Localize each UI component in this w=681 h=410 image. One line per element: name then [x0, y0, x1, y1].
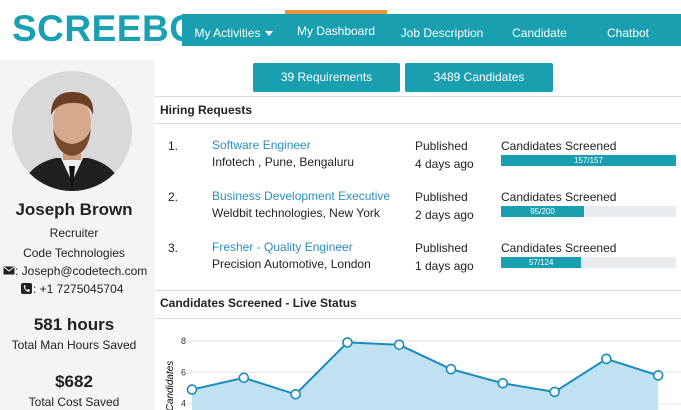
row-number: 3. — [168, 241, 179, 255]
job-age: 4 days ago — [415, 157, 474, 171]
y-tick-label: 6 — [181, 367, 186, 377]
nav-item[interactable]: My Activities — [182, 14, 285, 46]
progress-track: 57/124 — [501, 257, 676, 268]
profile-email: : Joseph@codetech.com — [15, 264, 148, 278]
job-age: 2 days ago — [415, 208, 474, 222]
progress-fill: 57/124 — [501, 257, 582, 268]
progress-track: 157/157 — [501, 155, 676, 166]
nav-item[interactable]: Job Description — [400, 26, 484, 40]
profile-phone: : +1 7275045704 — [33, 282, 124, 296]
stat-value: $682 — [55, 372, 93, 391]
point — [601, 353, 612, 365]
job-title[interactable]: Fresher - Quality Engineer — [212, 240, 353, 254]
row-number: 1. — [168, 139, 179, 153]
point — [238, 372, 250, 384]
logo[interactable]: SCREEBO — [12, 8, 199, 49]
divider — [155, 290, 681, 291]
job-title[interactable]: Business Development Executive — [212, 189, 391, 203]
metric-label: Candidates Screened — [501, 190, 617, 204]
point — [342, 337, 353, 348]
job-company: Weldbit technologies, New York — [212, 206, 380, 220]
phone-icon — [21, 283, 32, 294]
divider — [155, 318, 681, 319]
stat-label: Total Cost Saved — [28, 395, 120, 409]
stat-value: 581 hours — [33, 315, 115, 334]
y-tick-label: 8 — [181, 336, 186, 346]
avatar — [12, 71, 132, 191]
progress-label: 95/200 — [530, 207, 555, 216]
section-title: Candidates Screened - Live Status — [160, 296, 357, 310]
y-tick-label: 4 — [181, 399, 186, 409]
job-title[interactable]: Software Engineer — [212, 138, 311, 152]
row-number: 2. — [168, 190, 179, 204]
dropdown-caret[interactable] — [264, 31, 273, 37]
profile-role: Recruiter — [49, 226, 99, 240]
y-axis-label: Candidates — [165, 361, 176, 410]
profile-company: Code Technologies — [23, 246, 125, 260]
nav-item[interactable]: Candidate — [512, 26, 567, 40]
point — [290, 388, 301, 400]
progress-fill: 95/200 — [501, 206, 585, 217]
job-company: Precision Automotive, London — [212, 257, 371, 271]
summary-button[interactable]: 3489 Candidates — [405, 63, 553, 92]
point — [445, 363, 457, 375]
profile-name: Joseph Brown — [15, 200, 133, 219]
progress-fill: 157/157 — [501, 155, 676, 166]
nav-item[interactable]: My Dashboard — [285, 10, 387, 42]
stat-label: Total Man Hours Saved — [11, 338, 137, 352]
point — [186, 384, 198, 395]
job-status: Published — [415, 241, 468, 255]
email-icon — [3, 266, 15, 275]
point — [393, 339, 405, 351]
nav-item[interactable]: Chatbot — [606, 26, 650, 40]
job-status: Published — [415, 139, 468, 153]
metric-label: Candidates Screened — [501, 241, 617, 255]
line — [191, 341, 659, 396]
job-company: Infotech , Pune, Bengaluru — [212, 155, 355, 169]
metric-label: Candidates Screened — [501, 139, 617, 153]
progress-label: 57/124 — [528, 258, 554, 267]
divider — [155, 123, 681, 124]
section-title: Hiring Requests — [160, 103, 253, 117]
point — [549, 386, 560, 398]
point — [497, 377, 509, 389]
divider — [155, 96, 681, 97]
job-age: 1 days ago — [415, 259, 474, 273]
summary-button[interactable]: 39 Requirements — [253, 63, 400, 92]
area — [192, 342, 659, 410]
point — [652, 370, 664, 381]
nav-bar: My Activities My Dashboard Job Description… — [182, 10, 681, 46]
progress-track: 95/200 — [501, 206, 676, 217]
job-status: Published — [415, 190, 468, 204]
progress-label: 157/157 — [574, 156, 603, 165]
